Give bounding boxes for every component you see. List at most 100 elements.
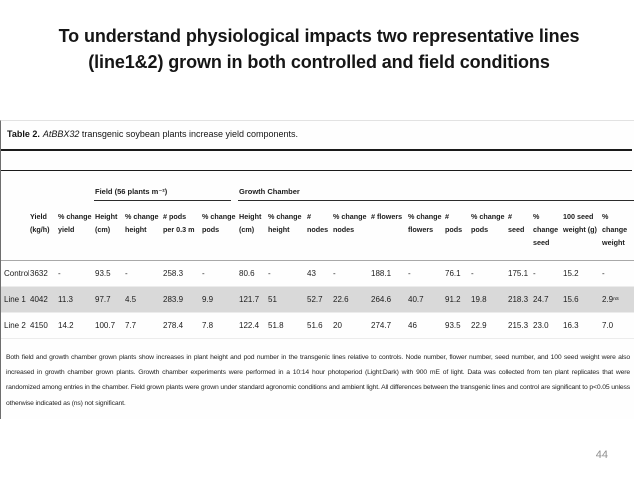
table-cell: 121.7 [238, 286, 267, 313]
table-caption-text: transgenic soybean plants increase yield… [79, 129, 299, 139]
column-header: Height (cm) [238, 201, 267, 261]
group-header-growth-chamber-label: Growth Chamber [238, 187, 634, 201]
table-cell: 11.3 [57, 286, 94, 313]
column-header-row: Yield (kg/h) % change yield Height (cm) … [1, 201, 634, 261]
column-header: % change pods [201, 201, 238, 261]
column-header: % change flowers [407, 201, 444, 261]
table-cell: 40.7 [407, 286, 444, 313]
table-cell: 7.8 [201, 312, 238, 339]
table-cell: 22.9 [470, 312, 507, 339]
table-cell: - [470, 260, 507, 287]
table-cell: 51.8 [267, 312, 306, 339]
group-header-row: Field (56 plants m⁻²) Growth Chamber [1, 171, 634, 201]
table-cell: 76.1 [444, 260, 470, 287]
column-header [1, 201, 29, 261]
table-cell: 9.9 [201, 286, 238, 313]
column-header: % change height [124, 201, 162, 261]
column-header: Height (cm) [94, 201, 124, 261]
table-cell: 100.7 [94, 312, 124, 339]
table-cell: 23.0 [532, 312, 562, 339]
slide-title: To understand physiological impacts two … [0, 23, 638, 75]
table-cell: 218.3 [507, 286, 532, 313]
yield-components-table: Field (56 plants m⁻²) Growth Chamber Yie… [1, 171, 634, 339]
column-header: # seed [507, 201, 532, 261]
table-caption: Table 2. AtBBX32 transgenic soybean plant… [7, 129, 634, 139]
column-header: # pods [444, 201, 470, 261]
slide-page-number: 44 [595, 449, 608, 461]
table-cell: 93.5 [94, 260, 124, 287]
column-header: Yield (kg/h) [29, 201, 57, 261]
group-header-field: Field (56 plants m⁻²) [94, 171, 238, 201]
table-caption-gene-name: AtBBX32 [42, 129, 80, 139]
top-rule [1, 149, 632, 151]
table-cell: 91.2 [444, 286, 470, 313]
slide-title-line-2: (line1&2) grown in both controlled and f… [88, 52, 550, 72]
table-cell: 97.7 [94, 286, 124, 313]
table-cell: 51 [267, 286, 306, 313]
row-label: Control [1, 260, 29, 287]
table-cell: 2.9ⁿˢ [601, 286, 634, 313]
table-cell: - [407, 260, 444, 287]
table-cell: 80.6 [238, 260, 267, 287]
table-row-line1: Line 1 4042 11.3 97.7 4.5 283.9 9.9 121.… [1, 286, 634, 313]
row-label: Line 1 [1, 286, 29, 313]
table-cell: 15.2 [562, 260, 601, 287]
table-cell: 51.6 [306, 312, 332, 339]
slide-title-line-1: To understand physiological impacts two … [58, 26, 580, 46]
table-cell: 52.7 [306, 286, 332, 313]
column-header: # nodes [306, 201, 332, 261]
table-cell: 175.1 [507, 260, 532, 287]
column-header: % change nodes [332, 201, 370, 261]
table-row-control: Control 3632 - 93.5 - 258.3 - 80.6 - 43 … [1, 260, 634, 287]
table-cell: 274.7 [370, 312, 407, 339]
table-cell: 15.6 [562, 286, 601, 313]
row-label: Line 2 [1, 312, 29, 339]
table-cell: 16.3 [562, 312, 601, 339]
table-cell: - [267, 260, 306, 287]
column-header: % change height [267, 201, 306, 261]
table-cell: 19.8 [470, 286, 507, 313]
table-cell: 4.5 [124, 286, 162, 313]
header-rule [1, 170, 632, 171]
table-cell: 3632 [29, 260, 57, 287]
table-figure: Table 2. AtBBX32 transgenic soybean plant… [0, 120, 634, 419]
column-header: % change yield [57, 201, 94, 261]
table-cell: 283.9 [162, 286, 201, 313]
table-cell: 7.0 [601, 312, 634, 339]
column-header: # pods per 0.3 m [162, 201, 201, 261]
table-cell: 93.5 [444, 312, 470, 339]
table-cell: 7.7 [124, 312, 162, 339]
table-cell: 43 [306, 260, 332, 287]
table-cell: 258.3 [162, 260, 201, 287]
table-cell: - [332, 260, 370, 287]
column-header: % change seed [532, 201, 562, 261]
table-cell: 215.3 [507, 312, 532, 339]
table-row-line2: Line 2 4150 14.2 100.7 7.7 278.4 7.8 122… [1, 312, 634, 339]
table-cell: 264.6 [370, 286, 407, 313]
table-cell: - [532, 260, 562, 287]
column-header: % change pods [470, 201, 507, 261]
table-cell: - [201, 260, 238, 287]
group-header-growth-chamber: Growth Chamber [238, 171, 634, 201]
table-cell: 278.4 [162, 312, 201, 339]
group-header-empty [1, 171, 94, 201]
table-cell: - [124, 260, 162, 287]
table-cell: 22.6 [332, 286, 370, 313]
column-header: % change weight [601, 201, 634, 261]
table-cell: 122.4 [238, 312, 267, 339]
group-header-field-label: Field (56 plants m⁻²) [94, 187, 231, 201]
table-cell: 24.7 [532, 286, 562, 313]
column-header: # flowers [370, 201, 407, 261]
table-cell: 14.2 [57, 312, 94, 339]
table-cell: 188.1 [370, 260, 407, 287]
table-cell: 4150 [29, 312, 57, 339]
table-footnote: Both field and growth chamber grown plan… [6, 354, 630, 407]
table-cell: 46 [407, 312, 444, 339]
table-cell: 20 [332, 312, 370, 339]
column-header: 100 seed weight (g) [562, 201, 601, 261]
table-cell: - [57, 260, 94, 287]
table-cell: - [601, 260, 634, 287]
table-cell: 4042 [29, 286, 57, 313]
table-caption-number: Table 2. [7, 129, 40, 139]
